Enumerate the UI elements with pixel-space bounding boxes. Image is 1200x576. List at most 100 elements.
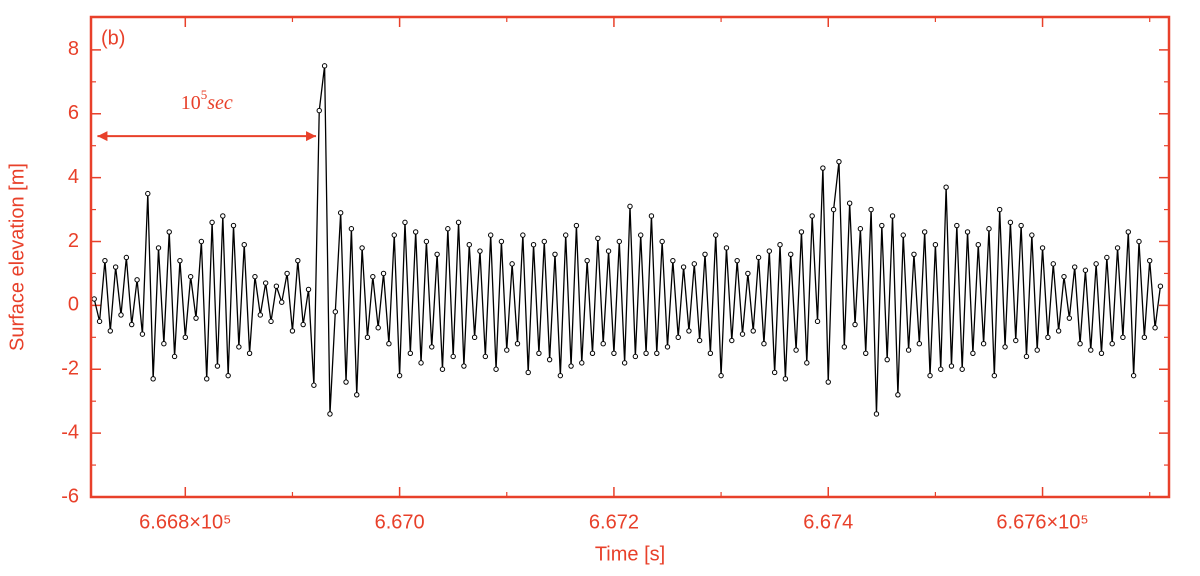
data-point — [204, 376, 210, 382]
data-point — [1013, 337, 1019, 344]
data-point — [959, 366, 965, 372]
data-point — [589, 350, 596, 356]
data-point — [177, 257, 183, 264]
data-point — [1002, 344, 1008, 350]
data-point — [530, 242, 537, 248]
data-point — [814, 318, 821, 325]
data-point — [504, 347, 510, 353]
data-point — [820, 165, 826, 171]
data-point — [455, 219, 462, 226]
data-point — [321, 63, 328, 69]
data-point — [884, 356, 890, 363]
data-point — [123, 254, 130, 261]
data-point — [107, 328, 113, 334]
data-point — [879, 222, 885, 229]
data-point — [863, 350, 869, 356]
data-point — [573, 222, 580, 229]
data-point — [905, 347, 912, 353]
data-point — [975, 242, 981, 248]
data-point — [305, 286, 312, 293]
data-point — [1045, 334, 1051, 341]
y-tick-label: 2 — [68, 230, 79, 252]
data-point — [1098, 350, 1105, 356]
data-point — [675, 334, 681, 341]
data-point — [718, 372, 724, 379]
data-point — [1120, 334, 1126, 341]
data-point — [1072, 264, 1078, 270]
data-point — [761, 341, 767, 347]
data-point — [1007, 219, 1014, 226]
data-point — [466, 242, 472, 248]
data-point — [284, 270, 290, 277]
data-point — [782, 376, 789, 382]
panel-label: (b) — [101, 27, 125, 49]
data-point — [900, 232, 906, 238]
y-axis-label: Surface elevation [m] — [6, 163, 28, 351]
data-point — [402, 219, 408, 226]
data-point — [1034, 347, 1040, 353]
data-point — [161, 341, 167, 347]
data-point — [134, 277, 140, 283]
data-point — [1039, 245, 1046, 251]
data-point — [118, 312, 124, 318]
data-point — [857, 226, 864, 232]
data-point — [375, 325, 381, 331]
data-point — [664, 344, 671, 350]
data-point — [557, 372, 564, 379]
data-point — [386, 341, 392, 347]
data-point — [852, 321, 858, 328]
data-point — [938, 366, 944, 372]
data-point — [252, 273, 258, 280]
data-point — [1109, 341, 1115, 347]
data-point — [911, 251, 917, 257]
data-point — [536, 350, 542, 356]
data-point — [970, 350, 976, 356]
data-point — [112, 264, 119, 270]
data-point — [102, 257, 108, 264]
data-point — [546, 356, 553, 363]
data-point — [734, 257, 740, 264]
data-point — [563, 232, 569, 238]
series-line — [93, 65, 1162, 415]
data-point — [332, 309, 339, 315]
data-point — [514, 341, 521, 347]
data-point — [895, 392, 901, 398]
data-point — [289, 328, 296, 334]
data-point — [1157, 283, 1164, 289]
data-point — [359, 245, 365, 251]
data-point — [439, 366, 446, 372]
data-point — [262, 280, 269, 286]
data-point — [246, 350, 253, 356]
data-point — [916, 341, 923, 347]
data-point — [418, 360, 424, 366]
x-tick-label: 6.672 — [589, 511, 639, 533]
data-point — [225, 372, 231, 379]
data-point — [214, 363, 221, 369]
data-point — [445, 226, 451, 232]
data-point — [407, 350, 414, 356]
data-point — [996, 206, 1003, 213]
data-point — [611, 350, 617, 356]
arrow-head — [306, 131, 317, 142]
data-point — [279, 299, 285, 305]
data-point — [986, 226, 992, 232]
data-point — [670, 257, 676, 264]
data-point — [707, 350, 714, 356]
data-point — [627, 203, 633, 210]
data-point — [230, 222, 237, 229]
data-point — [187, 273, 194, 280]
data-point — [659, 238, 665, 245]
data-point — [198, 238, 205, 245]
data-point — [739, 331, 746, 337]
data-point — [980, 341, 987, 347]
data-point — [723, 245, 730, 251]
data-point — [471, 334, 478, 341]
data-point — [337, 210, 344, 216]
data-point — [1050, 261, 1056, 267]
data-point — [954, 222, 960, 229]
data-point — [1061, 273, 1067, 280]
data-point — [220, 213, 226, 219]
data-point — [948, 363, 955, 369]
